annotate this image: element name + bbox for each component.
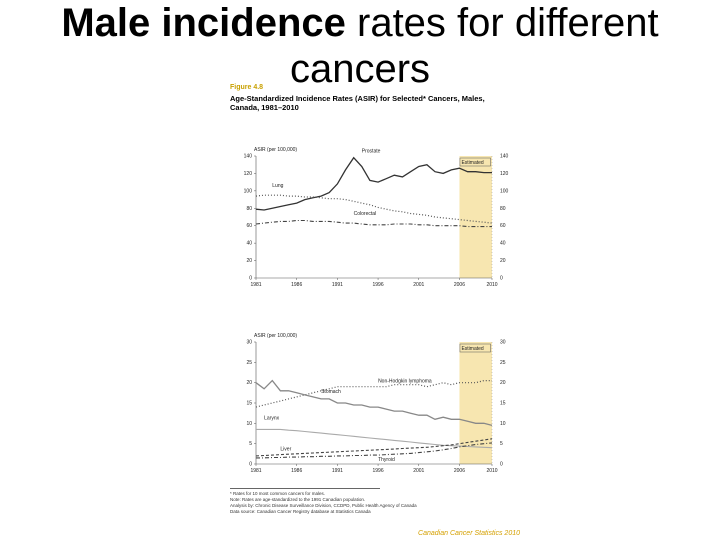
footnote-line: Note: Rates are age-standardized to the … <box>230 497 366 502</box>
footnotes: * Rates for 10 most common cancers for m… <box>230 488 520 515</box>
slide-title: Male incidence rates for different cance… <box>40 0 680 92</box>
figure-heading: Age-Standardized Incidence Rates (ASIR) … <box>230 94 485 112</box>
footnote-line: * Rates for 10 most common cancers for m… <box>230 491 326 496</box>
y-tick-label: 60 <box>246 223 252 229</box>
footer-brand: Canadian Cancer Statistics 2010 <box>418 530 520 537</box>
x-tick-label: 1981 <box>250 468 261 474</box>
x-tick-label: 1986 <box>291 468 302 474</box>
right-tick-label: 5 <box>500 441 503 447</box>
series-label: Liver <box>280 447 291 453</box>
y-tick-label: 25 <box>246 360 252 366</box>
x-tick-label: 1991 <box>332 282 343 288</box>
footnote-line: Analysis by: Chronic Disease Surveillanc… <box>230 503 417 508</box>
chart-top: Estimated ASIR (per 100,000) 0 0 20 20 40 40 60 6… <box>244 147 509 288</box>
right-tick-label: 60 <box>500 223 506 229</box>
series-line <box>255 379 493 427</box>
figure-label: Figure 4.8 <box>230 84 264 91</box>
right-tick-label: 0 <box>500 276 503 282</box>
series-label: Colorectal <box>354 211 377 217</box>
x-tick-label: 2001 <box>413 468 424 474</box>
right-tick-label: 100 <box>500 188 509 194</box>
right-tick-label: 15 <box>500 401 506 407</box>
right-tick-label: 120 <box>500 171 509 177</box>
estimated-band <box>459 156 492 278</box>
y-tick-label: 30 <box>246 340 252 346</box>
series-line <box>256 428 493 449</box>
series-line <box>255 380 492 408</box>
y-axis-label: ASIR (per 100,000) <box>254 333 297 339</box>
right-tick-label: 30 <box>500 340 506 346</box>
y-tick-label: 10 <box>246 421 252 427</box>
slide-title-rest: rates for different cancers <box>289 1 659 91</box>
x-tick-label: 2010 <box>486 468 497 474</box>
chart-bottom: Estimated ASIR (per 100,000) 0 0 5 5 10 10 15 15 2… <box>246 333 506 474</box>
x-tick-label: 2006 <box>454 282 465 288</box>
x-tick-label: 1996 <box>373 282 384 288</box>
y-axis-label: ASIR (per 100,000) <box>254 147 297 153</box>
y-tick-label: 0 <box>249 462 252 468</box>
estimated-label: Estimated <box>461 160 483 166</box>
y-tick-label: 80 <box>246 206 252 212</box>
x-tick-label: 1991 <box>332 468 343 474</box>
y-tick-label: 20 <box>246 258 252 264</box>
right-tick-label: 40 <box>500 241 506 247</box>
series-label: Non-Hodgkin lymphoma <box>378 379 432 385</box>
series-line <box>255 194 493 224</box>
estimated-box <box>459 343 491 353</box>
right-tick-label: 0 <box>500 462 503 468</box>
slide-title-bold: Male incidence <box>61 1 346 45</box>
right-tick-label: 80 <box>500 206 506 212</box>
series-line <box>255 156 492 211</box>
estimated-box <box>459 157 491 167</box>
y-tick-label: 20 <box>246 380 252 386</box>
y-tick-label: 5 <box>249 441 252 447</box>
x-tick-label: 2001 <box>413 282 424 288</box>
footnote-rule <box>230 488 380 489</box>
right-tick-label: 20 <box>500 258 506 264</box>
y-tick-label: 100 <box>244 188 253 194</box>
x-tick-label: 1981 <box>250 282 261 288</box>
figure: Figure 4.8 Age-Standardized Incidence Ra… <box>230 84 520 540</box>
right-tick-label: 10 <box>500 421 506 427</box>
y-tick-label: 140 <box>244 154 253 160</box>
y-tick-label: 15 <box>246 401 252 407</box>
x-tick-label: 2010 <box>486 282 497 288</box>
x-tick-label: 1996 <box>373 468 384 474</box>
y-tick-label: 0 <box>249 276 252 282</box>
x-tick-label: 1986 <box>291 282 302 288</box>
estimated-label: Estimated <box>461 346 483 352</box>
series-line <box>255 438 493 457</box>
series-label: Stomach <box>321 389 341 395</box>
y-tick-label: 40 <box>246 241 252 247</box>
right-tick-label: 25 <box>500 360 506 366</box>
footnote-line: Data source: Canadian Cancer Registry da… <box>230 509 371 514</box>
y-tick-label: 120 <box>244 171 253 177</box>
series-label: Thyroid <box>378 457 395 463</box>
series-label: Lung <box>272 183 283 189</box>
right-tick-label: 20 <box>500 380 506 386</box>
x-tick-label: 2006 <box>454 468 465 474</box>
series-line <box>256 442 493 459</box>
right-tick-label: 140 <box>500 154 509 160</box>
series-label: Prostate <box>362 148 381 154</box>
series-label: Larynx <box>264 415 280 421</box>
series-line <box>255 219 492 228</box>
